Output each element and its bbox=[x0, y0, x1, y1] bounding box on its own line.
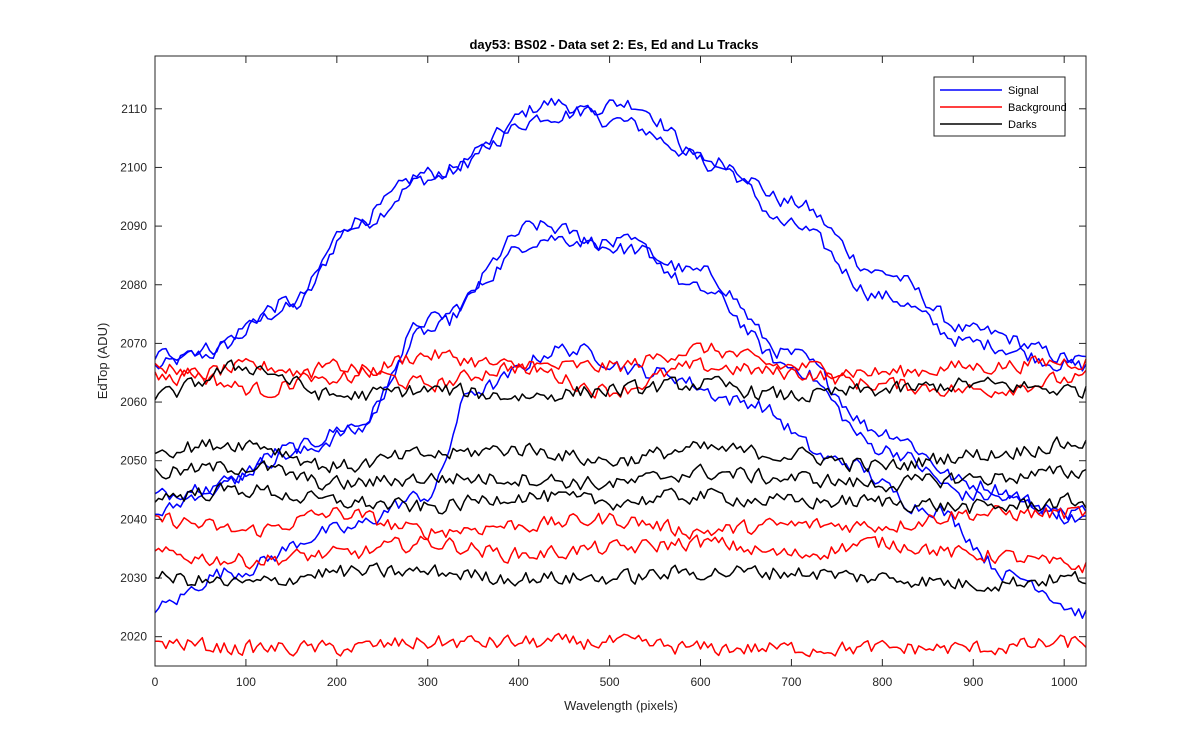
signal-series-line bbox=[154, 97, 1087, 370]
series-layer bbox=[154, 97, 1087, 658]
legend-label-darks: Darks bbox=[1008, 119, 1037, 131]
darks-series-line bbox=[154, 562, 1087, 592]
x-tick-label: 600 bbox=[690, 675, 710, 689]
darks-series-line bbox=[154, 359, 1087, 403]
signal-series-line bbox=[154, 233, 1087, 521]
x-tick-label: 1000 bbox=[1051, 675, 1078, 689]
y-tick-label: 2050 bbox=[120, 454, 147, 468]
x-tick-label: 100 bbox=[236, 675, 256, 689]
y-tick-label: 2110 bbox=[121, 102, 147, 116]
background-series-line bbox=[154, 504, 1087, 541]
darks-series-line bbox=[154, 460, 1087, 493]
background-series-line bbox=[154, 357, 1087, 399]
background-series-line bbox=[154, 342, 1087, 387]
legend-label-signal: Signal bbox=[1008, 85, 1039, 97]
x-tick-label: 500 bbox=[600, 675, 620, 689]
ticks-layer: 0 100 200 300 400 500 600 700 800 900 1000 2020 2030… bbox=[120, 56, 1086, 689]
y-tick-label: 2020 bbox=[120, 630, 147, 644]
background-series-line bbox=[155, 632, 1087, 658]
x-tick-label: 300 bbox=[418, 675, 438, 689]
x-tick-label: 700 bbox=[781, 675, 801, 689]
y-tick-label: 2040 bbox=[120, 512, 147, 526]
legend: Signal Background Darks bbox=[933, 76, 1067, 137]
y-tick-label: 2090 bbox=[120, 219, 147, 233]
axes-box bbox=[154, 55, 1087, 667]
y-tick-label: 2060 bbox=[120, 395, 147, 409]
signal-series-line bbox=[154, 99, 1087, 372]
darks-series-line bbox=[154, 436, 1087, 474]
y-tick-label: 2080 bbox=[120, 278, 147, 292]
y-tick-label: 2070 bbox=[120, 336, 147, 350]
chart-title: day53: BS02 - Data set 2: Es, Ed and Lu … bbox=[469, 37, 758, 52]
y-axis-label: EdTop (ADU) bbox=[95, 323, 110, 400]
y-tick-label: 2100 bbox=[120, 160, 147, 174]
legend-label-background: Background bbox=[1008, 102, 1067, 114]
x-axis-label: Wavelength (pixels) bbox=[564, 698, 678, 713]
darks-series-line bbox=[154, 482, 1087, 515]
x-tick-label: 400 bbox=[509, 675, 529, 689]
x-tick-label: 900 bbox=[963, 675, 983, 689]
signal-series-line bbox=[154, 220, 1087, 525]
background-series-line bbox=[154, 534, 1087, 574]
x-tick-label: 800 bbox=[872, 675, 892, 689]
y-tick-label: 2030 bbox=[120, 571, 147, 585]
x-tick-label: 0 bbox=[152, 675, 159, 689]
x-tick-label: 200 bbox=[327, 675, 347, 689]
